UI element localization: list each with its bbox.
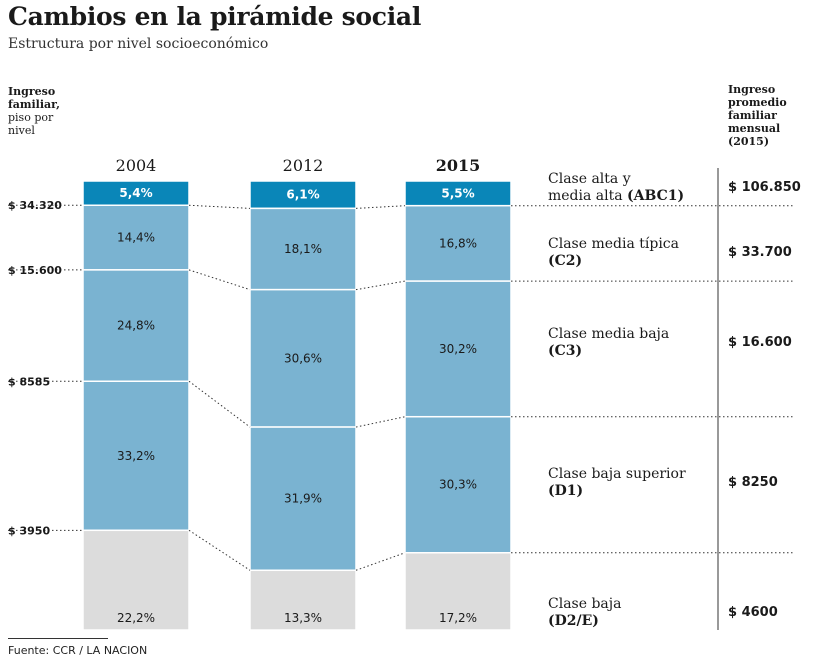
chart-subtitle: Estructura por nivel socioeconómico <box>8 36 269 52</box>
income-floor-label-3: $ 8585 <box>8 375 50 388</box>
income-floor-header-line2: familiar, <box>8 98 60 111</box>
bar-segment-c2-2012 <box>249 207 357 291</box>
avg-income-header-line3: familiar <box>728 109 777 122</box>
category-label-2015: 2015 <box>436 156 481 175</box>
connector-2004-2012-2 <box>188 269 251 291</box>
bar-segment-abc1-2004 <box>82 180 190 206</box>
bar-segment-c3-2012 <box>249 288 357 428</box>
income-floor-header-line1: Ingreso <box>8 85 56 98</box>
bar-segment-d1-2004 <box>82 380 190 532</box>
connector-2012-2015-1 <box>355 205 406 209</box>
avg-income-header-line1: Ingreso <box>728 83 776 96</box>
category-label-2012: 2012 <box>283 156 324 175</box>
bar-segment-d2e-2012 <box>249 569 357 631</box>
bar-segment-d1-2015 <box>404 415 512 554</box>
bar-segment-c2-2015 <box>404 204 512 282</box>
bar-segment-c3-2015 <box>404 280 512 418</box>
chart-title: Cambios en la pirámide social <box>8 2 422 31</box>
avg-income-header-line4: mensual <box>728 122 781 135</box>
class-code-d1: (D1) <box>548 483 583 499</box>
bar-label-c3-2004: 24,8% <box>117 319 155 333</box>
connector-2012-2015-2 <box>355 280 406 291</box>
bar-label-d2e-2012: 13,3% <box>284 611 322 625</box>
bar-segment-c3-2004 <box>82 269 190 383</box>
avg-income-c2: $ 33.700 <box>728 245 792 260</box>
connector-2004-2012-1 <box>188 204 251 209</box>
avg-income-header: Ingreso promedio familiar mensual (2015) <box>728 83 813 148</box>
connector-2012-2015-3 <box>355 416 406 428</box>
avg-income-header-line2: promedio <box>728 96 787 109</box>
bar-label-d2e-2015: 17,2% <box>439 611 477 625</box>
source-divider <box>8 638 108 639</box>
bar-label-abc1-2012: 6,1% <box>286 188 319 202</box>
class-name-abc1-line2: media alta (ABC1) <box>548 188 684 204</box>
income-floor-header-line4: nivel <box>8 124 35 137</box>
avg-income-c3: $ 16.600 <box>728 335 792 350</box>
class-code-abc1: (ABC1) <box>627 188 684 204</box>
bar-label-c2-2012: 18,1% <box>284 242 322 256</box>
avg-income-d1: $ 8250 <box>728 475 778 490</box>
income-floor-label-2: $ 15.600 <box>8 264 62 277</box>
avg-income-header-line5: (2015) <box>728 135 770 148</box>
bar-label-d1-2004: 33,2% <box>117 449 155 463</box>
income-floor-header: Ingreso familiar, piso por nivel <box>8 85 88 137</box>
avg-income-abc1: $ 106.850 <box>728 180 801 195</box>
avg-income-d2e: $ 4600 <box>728 605 778 620</box>
bar-segment-d2e-2004 <box>82 529 190 631</box>
bar-label-c3-2012: 30,6% <box>284 351 322 365</box>
bar-label-d2e-2004: 22,2% <box>117 611 155 625</box>
bar-segment-d2e-2015 <box>404 552 512 631</box>
bar-label-c2-2015: 16,8% <box>439 236 477 250</box>
class-code-c3: (C3) <box>548 343 582 359</box>
bar-label-c3-2015: 30,2% <box>439 342 477 356</box>
class-name-d1-line1: Clase baja superior <box>548 466 686 482</box>
source-note: Fuente: CCR / LA NACION <box>8 644 148 657</box>
connector-2004-2012-4 <box>188 529 251 571</box>
bar-label-d1-2015: 30,3% <box>439 478 477 492</box>
bar-segment-d1-2012 <box>249 426 357 572</box>
income-floor-header-line3: piso por <box>8 111 54 124</box>
bar-label-abc1-2015: 5,5% <box>441 186 474 200</box>
class-code-c2: (C2) <box>548 253 582 269</box>
bar-segment-abc1-2012 <box>249 180 357 210</box>
class-name-abc1-line1: Clase alta y <box>548 171 631 187</box>
category-label-2004: 2004 <box>116 156 157 175</box>
income-floor-label-4: $ 3950 <box>8 524 50 537</box>
connector-2004-2012-3 <box>188 380 251 428</box>
class-name-d2e-line1: Clase baja <box>548 596 621 612</box>
bar-segment-c2-2004 <box>82 204 190 271</box>
bar-label-abc1-2004: 5,4% <box>119 186 152 200</box>
class-name-c2-line1: Clase media típica <box>548 236 679 252</box>
class-code-d2e: (D2/E) <box>548 613 599 629</box>
income-floor-label-1: $ 34.320 <box>8 199 62 212</box>
bar-label-d1-2012: 31,9% <box>284 492 322 506</box>
connector-2012-2015-4 <box>355 552 406 571</box>
bar-label-c2-2004: 14,4% <box>117 231 155 245</box>
bar-segment-abc1-2015 <box>404 180 512 207</box>
class-name-c3-line1: Clase media baja <box>548 326 669 342</box>
